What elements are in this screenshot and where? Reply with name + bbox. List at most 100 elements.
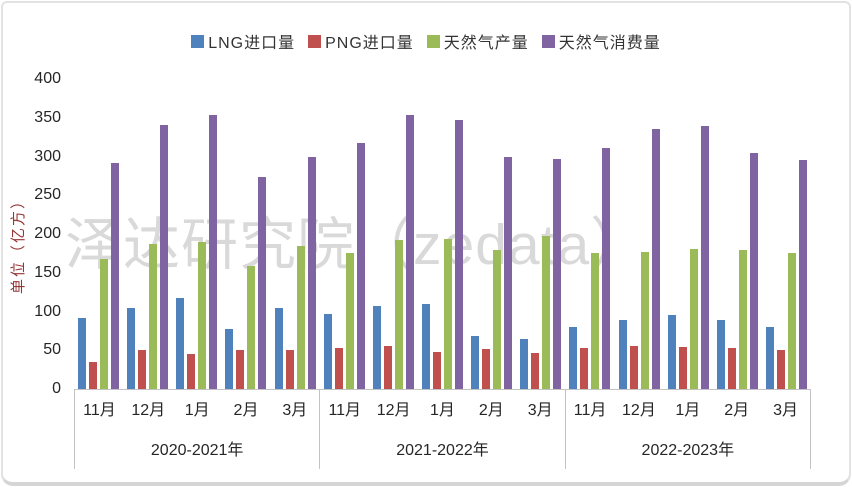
month-label: 2月 bbox=[478, 402, 504, 419]
bar bbox=[553, 158, 562, 389]
bar bbox=[225, 328, 234, 389]
x-axis-group: 11月 12月 1月 2月 3月 2020-2021年 bbox=[74, 390, 321, 469]
bar bbox=[727, 347, 736, 389]
legend-item-1: LNG进口量 bbox=[191, 29, 295, 53]
bar bbox=[334, 347, 343, 389]
y-tick-label: 150 bbox=[34, 263, 61, 281]
bar bbox=[591, 253, 600, 389]
bar bbox=[160, 124, 169, 389]
month-label: 1月 bbox=[184, 402, 210, 419]
month-label: 12月 bbox=[622, 402, 656, 419]
month-cluster-1月 bbox=[418, 79, 467, 389]
bar bbox=[422, 303, 431, 389]
bar-group-2020-2021年 bbox=[74, 79, 320, 389]
bar bbox=[667, 315, 676, 389]
bar bbox=[296, 246, 305, 389]
bar bbox=[307, 156, 316, 389]
month-label: 3月 bbox=[527, 402, 553, 419]
y-tick-label: 100 bbox=[34, 302, 61, 320]
month-cluster-11月 bbox=[565, 79, 614, 389]
y-tick-label: 400 bbox=[34, 70, 61, 87]
year-label: 2021-2022年 bbox=[396, 441, 489, 459]
year-label: 2022-2023年 bbox=[641, 441, 735, 459]
x-axis: 11月 12月 1月 2月 3月 2020-2021年 11月 12月 1月 2月 3月 2021-2… bbox=[74, 389, 811, 469]
bar bbox=[394, 240, 403, 389]
month-label-row: 11月 12月 1月 2月 3月 bbox=[566, 390, 810, 426]
bar bbox=[247, 265, 256, 389]
bar bbox=[471, 336, 480, 389]
bar bbox=[89, 361, 98, 389]
y-tick-label: 0 bbox=[52, 380, 61, 397]
bar-group-2022-2023年 bbox=[565, 79, 811, 389]
x-axis-group: 11月 12月 1月 2月 3月 2022-2023年 bbox=[566, 390, 811, 469]
month-cluster-3月 bbox=[516, 79, 565, 389]
bar bbox=[738, 250, 747, 389]
bar bbox=[372, 306, 381, 389]
bar bbox=[345, 252, 354, 389]
month-label: 1月 bbox=[675, 402, 701, 419]
legend-label: 天然气消费量 bbox=[558, 35, 661, 52]
bar bbox=[798, 160, 807, 389]
bar bbox=[78, 317, 87, 389]
month-label: 1月 bbox=[430, 402, 455, 419]
y-tick-label: 200 bbox=[34, 225, 61, 242]
bar bbox=[176, 297, 185, 389]
y-tick-label: 250 bbox=[34, 186, 61, 204]
month-cluster-12月 bbox=[614, 79, 663, 389]
bar bbox=[482, 348, 491, 389]
month-label: 11月 bbox=[573, 402, 607, 419]
y-tick-label: 350 bbox=[34, 108, 61, 126]
month-cluster-12月 bbox=[123, 79, 172, 389]
bar bbox=[405, 114, 414, 389]
year-label: 2020-2021年 bbox=[150, 441, 244, 459]
bar bbox=[209, 114, 218, 389]
month-cluster-2月 bbox=[221, 79, 270, 389]
month-label: 3月 bbox=[773, 402, 798, 419]
legend-swatch-icon bbox=[541, 34, 555, 48]
bar bbox=[787, 253, 796, 389]
bar bbox=[651, 129, 660, 389]
bar bbox=[493, 249, 502, 389]
bar bbox=[765, 327, 774, 389]
y-tick-label: 50 bbox=[43, 341, 61, 359]
bar bbox=[504, 156, 513, 389]
bar bbox=[138, 350, 147, 389]
bar bbox=[383, 346, 392, 389]
bar bbox=[198, 241, 207, 389]
month-label-row: 11月 12月 1月 2月 3月 bbox=[320, 390, 564, 426]
bar bbox=[618, 320, 627, 389]
bar bbox=[111, 163, 120, 389]
month-cluster-3月 bbox=[271, 79, 320, 389]
legend-item-2: PNG进口量 bbox=[308, 29, 414, 53]
month-cluster-11月 bbox=[74, 79, 123, 389]
bar bbox=[776, 350, 785, 389]
bar bbox=[433, 351, 442, 389]
bar bbox=[749, 152, 758, 389]
bar bbox=[236, 350, 245, 389]
bar bbox=[285, 350, 294, 389]
month-cluster-2月 bbox=[713, 79, 762, 389]
chart-legend: LNG进口量 PNG进口量 天然气产量 天然气消费量 bbox=[3, 29, 849, 53]
month-label: 12月 bbox=[376, 402, 411, 419]
month-cluster-11月 bbox=[320, 79, 369, 389]
month-cluster-12月 bbox=[369, 79, 418, 389]
month-label: 3月 bbox=[282, 402, 308, 419]
bar bbox=[258, 177, 267, 389]
legend-swatch-icon bbox=[426, 34, 440, 48]
bar bbox=[455, 120, 464, 389]
legend-item-4: 天然气消费量 bbox=[541, 29, 661, 53]
y-tick-label: 300 bbox=[34, 147, 61, 165]
bar bbox=[569, 327, 578, 389]
legend-label: LNG进口量 bbox=[208, 35, 296, 52]
month-label: 11月 bbox=[328, 402, 362, 419]
month-label-row: 11月 12月 1月 2月 3月 bbox=[75, 390, 319, 426]
month-cluster-3月 bbox=[762, 79, 811, 389]
month-cluster-1月 bbox=[664, 79, 713, 389]
bar bbox=[716, 320, 725, 389]
bar bbox=[700, 125, 709, 389]
legend-label: PNG进口量 bbox=[325, 35, 414, 52]
month-label: 2月 bbox=[724, 402, 750, 419]
legend-swatch-icon bbox=[308, 34, 322, 48]
month-cluster-1月 bbox=[172, 79, 221, 389]
